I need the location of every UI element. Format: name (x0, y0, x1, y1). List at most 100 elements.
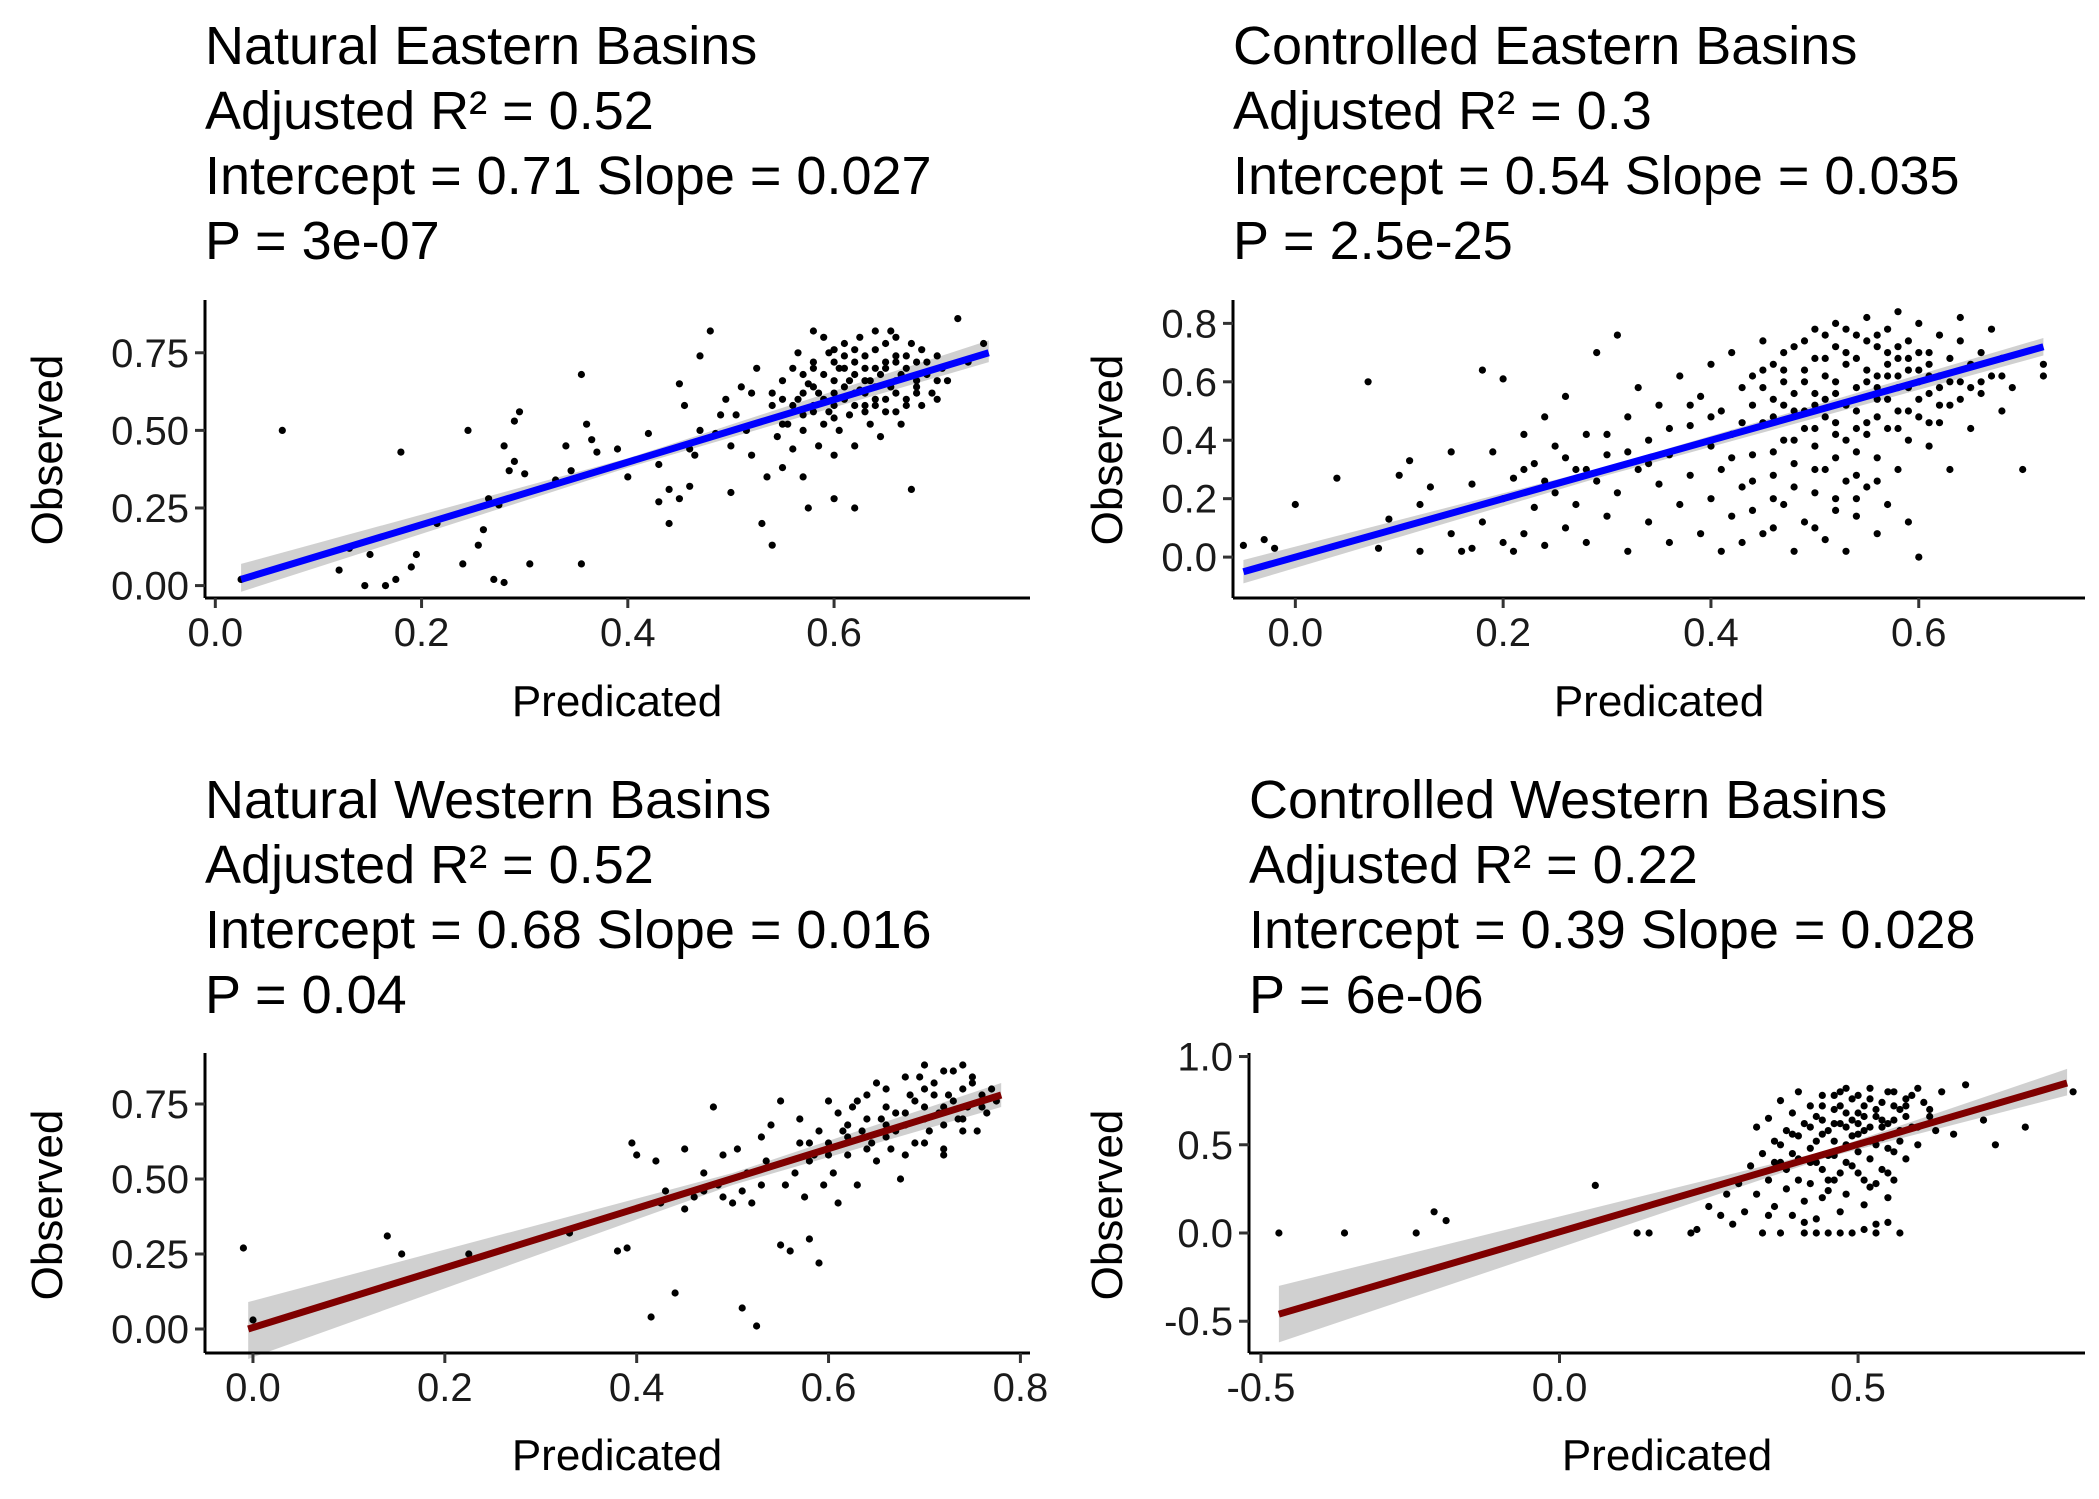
data-point (863, 1115, 871, 1123)
data-point (1842, 436, 1850, 444)
data-point (918, 401, 926, 410)
data-point (655, 460, 663, 469)
data-point (882, 395, 890, 403)
data-point (1613, 489, 1621, 497)
data-point (925, 1127, 933, 1135)
data-point (1866, 1084, 1874, 1092)
data-point (1946, 354, 1954, 362)
data-point (954, 315, 962, 323)
data-point (1416, 500, 1424, 509)
data-point (809, 358, 818, 366)
data-point (1753, 1190, 1761, 1198)
data-point (588, 436, 596, 444)
data-point (861, 364, 869, 372)
data-point (2019, 465, 2027, 474)
data-point (1935, 401, 1944, 409)
data-point (686, 482, 694, 490)
data-point (1782, 1127, 1790, 1135)
data-point (824, 1151, 833, 1159)
data-point (335, 566, 343, 574)
data-point (1854, 1148, 1862, 1156)
data-point (882, 1085, 890, 1093)
data-point (465, 1250, 473, 1258)
data-point (851, 401, 859, 410)
data-point (1780, 500, 1788, 509)
data-point (459, 560, 467, 568)
data-point (1788, 1109, 1796, 1117)
data-point (1800, 1229, 1808, 1237)
data-point (820, 420, 828, 428)
data-point (1852, 495, 1860, 503)
data-point (830, 451, 838, 459)
data-point (1260, 536, 1268, 544)
data-point (913, 358, 921, 366)
data-point (1836, 1208, 1844, 1216)
data-point (1769, 471, 1777, 479)
data-point (799, 389, 807, 397)
data-point (1758, 1150, 1767, 1158)
data-point (1915, 319, 1923, 327)
data-point (1987, 372, 1996, 380)
data-point (1364, 378, 1372, 386)
data-point (1832, 378, 1840, 386)
data-point (1896, 1105, 1904, 1114)
data-point (249, 1316, 257, 1324)
data-point (748, 1199, 756, 1207)
data-point (1633, 1229, 1641, 1237)
data-point (959, 1085, 967, 1093)
data-point (1860, 1102, 1868, 1110)
data-point (1395, 471, 1403, 479)
y-tick-label: -0.5 (1164, 1300, 1233, 1344)
data-point (1872, 1105, 1880, 1114)
x-axis-title: Predicated (1562, 1431, 1772, 1480)
data-point (786, 1247, 794, 1255)
panel-natural-eastern: Natural Eastern Basins Adjusted R² = 0.5… (23, 16, 1030, 726)
data-point (876, 370, 885, 379)
y-tick-label: 0.8 (1161, 302, 1217, 346)
data-point (1520, 465, 1528, 474)
data-point (1800, 1218, 1808, 1226)
data-point (882, 408, 890, 416)
data-point (1729, 1220, 1737, 1228)
data-point (863, 1091, 871, 1099)
data-point (1872, 1112, 1880, 1121)
x-axis-title: Predicated (512, 677, 722, 726)
data-point (861, 408, 869, 416)
data-point (906, 1091, 914, 1099)
data-point (239, 1244, 247, 1252)
data-point (834, 1199, 842, 1207)
x-tick-label: -0.5 (1226, 1366, 1295, 1410)
data-point (500, 578, 508, 587)
y-tick-label: 0.0 (1177, 1212, 1233, 1256)
plot-area: -0.5 0.0 0.5 -0.5 0.0 0.5 1.0 (1164, 1036, 2085, 1410)
data-point (1406, 457, 1414, 465)
data-point (1812, 1215, 1820, 1223)
data-point (593, 448, 601, 456)
data-point (753, 1322, 761, 1330)
x-tick-label: 0.6 (1891, 611, 1947, 655)
data-point (1821, 372, 1829, 380)
data-point (901, 1109, 909, 1117)
data-point (767, 1121, 775, 1129)
data-point (1894, 407, 1902, 415)
data-point (1902, 1102, 1910, 1110)
data-point (1741, 1208, 1749, 1216)
data-point (824, 1097, 833, 1105)
data-point (696, 352, 704, 360)
data-point (1780, 401, 1788, 409)
regression-line (1277, 1079, 2069, 1318)
data-point (834, 1109, 842, 1117)
data-point (1932, 1127, 1940, 1135)
data-point (1852, 424, 1860, 433)
data-point (1904, 518, 1912, 526)
data-point (809, 383, 818, 391)
data-point (882, 1103, 890, 1111)
data-point (1873, 413, 1881, 421)
data-point (840, 339, 849, 348)
data-point (1860, 1201, 1868, 1209)
data-point (789, 401, 797, 410)
y-axis-title: Observed (23, 1110, 72, 1301)
data-point (671, 1289, 679, 1297)
data-point (1593, 477, 1601, 485)
data-point (840, 383, 849, 391)
